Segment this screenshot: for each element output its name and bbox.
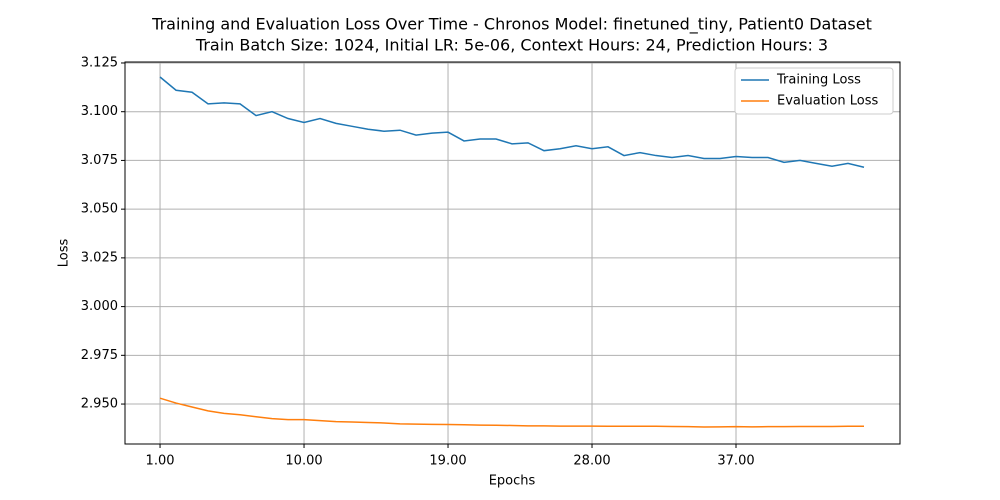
y-tick-label: 3.125 xyxy=(81,55,118,70)
data-line xyxy=(159,76,865,168)
plot-frame xyxy=(124,61,901,445)
legend-label: Training Loss xyxy=(776,73,861,88)
y-tick-label: 3.100 xyxy=(81,104,118,119)
y-tick-label: 3.075 xyxy=(81,153,118,168)
data-line xyxy=(159,397,865,428)
y-tick-label: 2.950 xyxy=(81,397,118,412)
legend-label: Evaluation Loss xyxy=(777,94,878,109)
y-tick-label: 3.000 xyxy=(81,299,118,314)
y-tick-label: 3.025 xyxy=(81,250,118,265)
y-tick-label: 3.050 xyxy=(81,202,118,217)
chart-subtitle: Train Batch Size: 1024, Initial LR: 5e-0… xyxy=(195,36,828,55)
y-tick-label: 2.975 xyxy=(81,348,118,363)
x-tick-label: 10.00 xyxy=(285,454,322,469)
x-tick-label: 28.00 xyxy=(573,454,610,469)
x-tick-label: 37.00 xyxy=(717,454,754,469)
x-tick-label: 1.00 xyxy=(146,454,175,469)
y-axis-label: Loss xyxy=(57,239,72,268)
x-axis-label: Epochs xyxy=(489,474,536,489)
chart-title: Training and Evaluation Loss Over Time -… xyxy=(151,15,872,35)
legend-box xyxy=(734,67,894,115)
x-tick-label: 19.00 xyxy=(429,454,466,469)
